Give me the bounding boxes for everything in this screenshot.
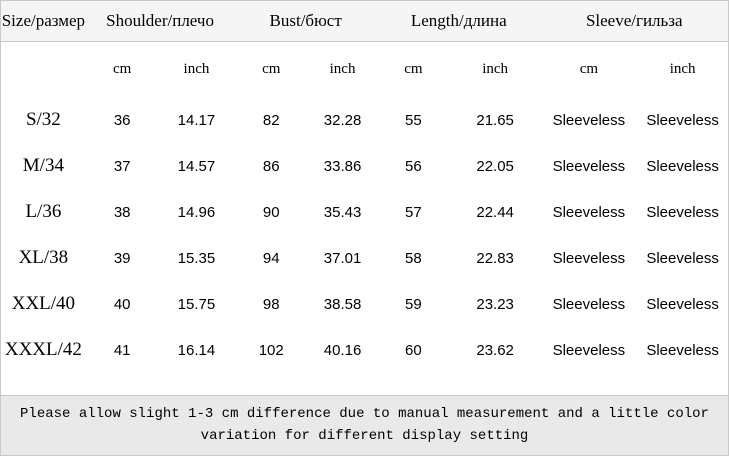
data-cell: 23.62 [476, 341, 514, 359]
data-cell: 102 [258, 341, 284, 359]
data-cell: 98 [262, 295, 280, 313]
data-cell: 38 [113, 203, 131, 221]
column-header-sleeve: Sleeve/гильза [585, 11, 683, 30]
data-cell: Sleeveless [646, 295, 719, 313]
unit-cell-sleeve-inch: inch [669, 61, 696, 77]
data-cell: Sleeveless [552, 157, 626, 175]
data-cell: 90 [262, 203, 280, 221]
table-row: XXL/40 40 15.75 98 38.58 59 23.23 Sleeve… [1, 281, 728, 327]
data-cell: 40 [113, 295, 131, 313]
data-cell: 14.17 [177, 111, 216, 129]
unit-cell-bust-inch: inch [329, 61, 356, 77]
table-row: XXXL/42 41 16.14 102 40.16 60 23.62 Slee… [1, 327, 728, 373]
table-row: L/36 38 14.96 90 35.43 57 22.44 Sleevele… [1, 189, 728, 235]
data-cell: Sleeveless [552, 295, 626, 313]
data-cell: Sleeveless [646, 341, 719, 359]
spacer [1, 373, 728, 395]
size-cell: XL/38 [18, 247, 69, 268]
data-cell: 22.05 [476, 157, 514, 175]
data-cell: Sleeveless [552, 249, 626, 267]
unit-cell-shoulder-inch: inch [183, 61, 210, 77]
data-cell: 56 [405, 157, 422, 175]
size-cell: XXXL/42 [4, 339, 82, 360]
data-cell: 58 [405, 249, 422, 267]
size-cell: M/34 [22, 155, 64, 176]
unit-cell-shoulder-cm: cm [113, 61, 132, 77]
footer-note-line-1: Please allow slight 1-3 cm difference du… [20, 406, 709, 422]
data-cell: 37.01 [323, 249, 362, 267]
data-cell: 94 [262, 249, 280, 267]
data-cell: 59 [405, 295, 422, 313]
data-cell: 57 [405, 203, 422, 221]
data-cell: 39 [113, 249, 131, 267]
data-cell: 16.14 [177, 341, 216, 359]
data-cell: 40.16 [323, 341, 362, 359]
data-cell: 14.96 [177, 203, 216, 221]
column-header-length: Length/длина [410, 11, 507, 30]
data-cell: 60 [405, 341, 422, 359]
data-cell: 15.75 [177, 295, 216, 313]
data-cell: 33.86 [323, 157, 362, 175]
unit-cell-length-inch: inch [482, 61, 509, 77]
table-header-row: Size/размер Shoulder/плечо Bust/бюст Len… [1, 1, 728, 42]
size-cell: L/36 [25, 201, 62, 222]
data-cell: Sleeveless [646, 157, 719, 175]
size-cell: XXL/40 [11, 293, 76, 314]
data-cell: 32.28 [323, 111, 362, 129]
data-cell: 22.83 [476, 249, 514, 267]
data-cell: 21.65 [476, 111, 514, 129]
data-cell: 14.57 [177, 157, 216, 175]
data-cell: 86 [262, 157, 280, 175]
unit-cell-bust-cm: cm [262, 61, 281, 77]
column-header-bust: Bust/бюст [269, 11, 342, 30]
data-cell: 41 [113, 341, 131, 359]
data-cell: Sleeveless [646, 203, 719, 221]
data-cell: 22.44 [476, 203, 514, 221]
data-cell: Sleeveless [646, 111, 719, 129]
table-row: S/32 36 14.17 82 32.28 55 21.65 Sleevele… [1, 97, 728, 143]
data-cell: Sleeveless [552, 341, 626, 359]
data-cell: 36 [113, 111, 131, 129]
data-cell: 55 [405, 111, 422, 129]
unit-cell-empty [1, 42, 86, 97]
data-cell: Sleeveless [552, 203, 626, 221]
data-cell: 23.23 [476, 295, 514, 313]
data-cell: Sleeveless [646, 249, 719, 267]
data-cell: 37 [113, 157, 131, 175]
footer-note-line-2: variation for different display setting [200, 428, 529, 444]
size-cell: S/32 [25, 109, 61, 130]
footer-note: Please allow slight 1-3 cm difference du… [1, 395, 728, 455]
data-cell: 82 [262, 111, 280, 129]
unit-cell-sleeve-cm: cm [579, 61, 599, 77]
column-header-shoulder: Shoulder/плечо [106, 11, 214, 30]
data-cell: 38.58 [323, 295, 362, 313]
unit-cell-length-cm: cm [404, 61, 423, 77]
data-cell: Sleeveless [552, 111, 626, 129]
table-row: XL/38 39 15.35 94 37.01 58 22.83 Sleevel… [1, 235, 728, 281]
data-cell: 35.43 [323, 203, 362, 221]
data-cell: 15.35 [177, 249, 216, 267]
column-header-size: Size/размер [1, 11, 86, 30]
table-row: M/34 37 14.57 86 33.86 56 22.05 Sleevele… [1, 143, 728, 189]
unit-header-row: cm inch cm inch cm inch cm inch [1, 42, 728, 97]
